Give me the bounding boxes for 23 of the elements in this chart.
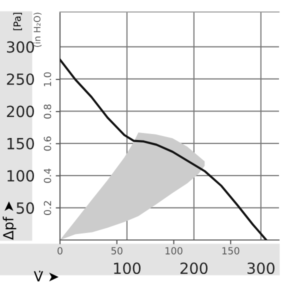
x2-tick-label: 50 [111, 247, 122, 254]
y2-tick-label: 0.2 [44, 201, 52, 215]
y-tick-label: 100 [8, 170, 34, 182]
y-tick-label: 150 [8, 138, 34, 150]
y2-axis-title: (in H₂O) [34, 12, 42, 47]
y-tick-label: 50 [16, 202, 34, 214]
text: [Pa] [13, 12, 22, 30]
x-tick-label: 200 [180, 262, 208, 274]
x2-tick-label: 0 [58, 247, 62, 254]
y-tick-label: 300 [7, 41, 34, 53]
x2-tick-label: 150 [222, 247, 240, 254]
y-axis-title: Δpf ➤ [2, 201, 16, 240]
y-tick-label: 250 [6, 73, 34, 86]
x-tick-label: 100 [114, 262, 141, 274]
line-series [60, 58, 268, 240]
x-tick-label: 300 [248, 262, 274, 274]
y2-tick-label: 1.0 [44, 72, 52, 86]
y-tick-label: 200 [6, 106, 34, 118]
x-axis-title: V̇ ➤ [34, 270, 59, 282]
y2-tick-label: 0.8 [44, 104, 52, 119]
y2-tick-label: 0.6 [44, 136, 52, 151]
x2-tick-label: 100 [166, 247, 182, 254]
y2-tick-label: 0.4 [44, 168, 52, 183]
